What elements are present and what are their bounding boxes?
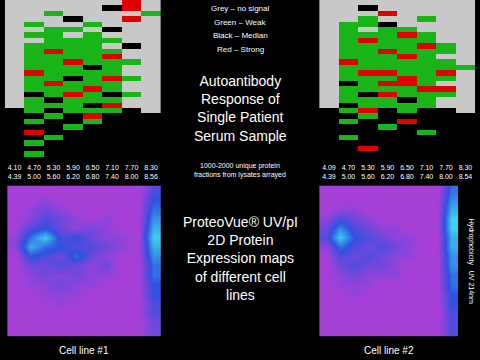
svg-text:8.308.54: 8.308.54 xyxy=(459,164,473,180)
svg-text:6.506.80: 6.506.80 xyxy=(400,164,414,180)
svg-text:5.906.20: 5.906.20 xyxy=(381,164,395,180)
svg-text:4.705.00: 4.705.00 xyxy=(27,164,41,180)
svg-text:6.506.80: 6.506.80 xyxy=(86,164,100,180)
svg-text:1000-2000 unique proteinfracti: 1000-2000 unique proteinfractions from l… xyxy=(194,162,286,179)
svg-text:Red – Strong: Red – Strong xyxy=(217,45,264,54)
svg-text:7.708.00: 7.708.00 xyxy=(439,164,453,180)
svg-text:AutoantibodyResponse ofSingle: AutoantibodyResponse ofSingle PatientSer… xyxy=(194,73,287,144)
svg-text:ProteoVue® UV/pI2D ProteinExpr: ProteoVue® UV/pI2D ProteinExpression map… xyxy=(183,214,298,303)
svg-text:Grey – no signal: Grey – no signal xyxy=(211,4,269,13)
svg-text:Black – Median: Black – Median xyxy=(213,31,268,40)
svg-text:Hydrophobicity UV 214nm: Hydrophobicity UV 214nm xyxy=(467,219,475,304)
svg-text:Cell line #1: Cell line #1 xyxy=(59,345,109,356)
svg-text:8.308.56: 8.308.56 xyxy=(144,164,158,180)
svg-text:7.107.40: 7.107.40 xyxy=(105,164,119,180)
svg-text:7.107.40: 7.107.40 xyxy=(420,164,434,180)
svg-text:5.305.60: 5.305.60 xyxy=(47,164,61,180)
svg-text:5.906.20: 5.906.20 xyxy=(66,164,80,180)
svg-text:5.305.60: 5.305.60 xyxy=(361,164,375,180)
svg-text:Green – Weak: Green – Weak xyxy=(214,18,266,27)
svg-text:7.708.00: 7.708.00 xyxy=(125,164,139,180)
svg-text:4.094.39: 4.094.39 xyxy=(322,164,336,180)
svg-text:Cell line #2: Cell line #2 xyxy=(364,345,414,356)
svg-text:4.104.39: 4.104.39 xyxy=(8,164,22,180)
svg-text:4.705.00: 4.705.00 xyxy=(342,164,356,180)
